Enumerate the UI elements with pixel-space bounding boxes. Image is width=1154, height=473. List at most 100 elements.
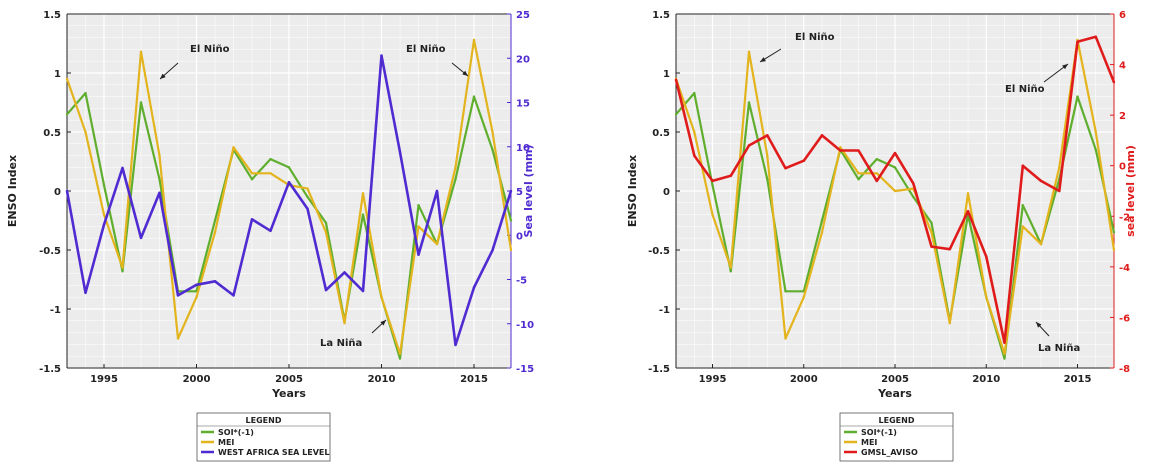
- data-point: [84, 291, 87, 294]
- y-tick-label-right: 0: [516, 231, 523, 242]
- y-axis-label-left: ENSO Index: [626, 155, 639, 227]
- data-point: [176, 337, 180, 340]
- data-point: [820, 134, 824, 137]
- legend-label: SOI*(-1): [218, 428, 254, 437]
- y-tick-label-left: 0: [54, 187, 61, 198]
- data-point: [195, 296, 198, 299]
- data-point: [417, 203, 420, 207]
- data-point: [747, 50, 751, 53]
- data-point: [435, 242, 439, 246]
- data-point: [84, 91, 87, 95]
- annotation-arrowhead: [462, 70, 468, 76]
- data-point: [674, 113, 678, 116]
- data-point: [784, 290, 787, 293]
- x-tick-label: 2005: [275, 374, 303, 385]
- data-point: [102, 183, 106, 187]
- y-tick-label-left: 0.5: [43, 128, 61, 139]
- annotation-arrowhead: [1036, 322, 1042, 328]
- y-axis-label-left: ENSO Index: [6, 155, 19, 227]
- data-point: [343, 321, 346, 325]
- data-point: [269, 157, 272, 161]
- y-tick-label-right: -2: [1119, 212, 1130, 223]
- data-point: [158, 178, 161, 181]
- data-point: [158, 191, 161, 194]
- data-point: [213, 280, 217, 283]
- annotation-label: La Niña: [320, 338, 362, 349]
- data-point: [84, 130, 87, 134]
- data-point: [361, 213, 365, 216]
- annotation-arrowhead: [160, 73, 166, 79]
- legend-label: MEI: [218, 438, 234, 447]
- data-point: [398, 352, 402, 356]
- data-point: [491, 148, 494, 151]
- data-point: [269, 229, 272, 233]
- annotation: El Niño: [159, 44, 230, 80]
- legend-label: WEST AFRICA SEA LEVEL: [218, 448, 329, 457]
- data-point: [65, 189, 69, 193]
- data-point: [893, 166, 897, 169]
- annotation-label: El Niño: [190, 44, 230, 55]
- annotation: El Niño: [406, 44, 469, 77]
- data-point: [398, 150, 402, 154]
- data-point: [729, 174, 732, 178]
- data-point: [1003, 357, 1006, 360]
- data-point: [139, 101, 143, 104]
- data-point: [454, 166, 457, 169]
- data-point: [250, 172, 254, 175]
- data-point: [893, 189, 897, 193]
- data-point: [693, 91, 696, 95]
- y-tick-label-right: -10: [516, 320, 534, 331]
- data-point: [509, 248, 513, 252]
- legend-title: LEGEND: [879, 416, 915, 425]
- data-point: [857, 172, 860, 175]
- data-point: [857, 178, 860, 181]
- y-tick-label-left: -1: [50, 305, 61, 316]
- y-axis-label-right: sea level (mm): [1124, 145, 1137, 237]
- y-tick-label-left: -1.5: [648, 364, 670, 375]
- data-point: [213, 231, 217, 234]
- data-point: [380, 54, 383, 57]
- data-point: [324, 288, 328, 292]
- x-tick-label: 2010: [972, 374, 1000, 385]
- data-point: [1094, 35, 1097, 38]
- legend-box: [839, 412, 954, 462]
- data-point: [875, 179, 878, 183]
- annotation: El Niño: [1005, 63, 1069, 95]
- data-point: [102, 223, 106, 226]
- y-tick-label-right: 20: [516, 54, 530, 65]
- data-point: [1021, 203, 1024, 207]
- data-point: [306, 195, 309, 199]
- chart-panel-1: 1995 2000 2005 2010 2015-1.5-1-0.500.511.5-1…: [6, 10, 535, 462]
- legend-label: SOI*(-1): [861, 428, 897, 437]
- data-point: [380, 296, 383, 299]
- data-point: [802, 296, 805, 299]
- annotation-arrowhead: [760, 57, 766, 62]
- data-point: [232, 294, 235, 297]
- data-point: [766, 134, 769, 137]
- data-point: [195, 283, 198, 287]
- y-tick-label-left: 1: [54, 69, 61, 80]
- annotation-label: El Niño: [795, 32, 835, 43]
- data-point: [454, 178, 457, 181]
- data-point: [1058, 189, 1061, 193]
- data-point: [674, 78, 678, 81]
- annotation-arrowhead: [380, 320, 386, 326]
- x-tick-label: 2005: [881, 374, 909, 385]
- data-point: [102, 213, 106, 216]
- data-point: [176, 294, 180, 297]
- data-point: [711, 183, 714, 187]
- x-tick-label: 2000: [790, 374, 818, 385]
- data-point: [1003, 352, 1006, 356]
- data-point: [839, 149, 842, 152]
- legend-title: LEGEND: [246, 416, 282, 425]
- data-point: [802, 159, 805, 162]
- y-tick-label-right: 5: [516, 187, 523, 198]
- annotation-label: El Niño: [1005, 84, 1045, 95]
- data-point: [930, 221, 933, 225]
- data-point: [472, 95, 476, 98]
- data-point: [1112, 231, 1116, 234]
- y-tick-label-left: 0: [663, 187, 670, 198]
- data-point: [213, 219, 217, 222]
- data-point: [1076, 95, 1079, 98]
